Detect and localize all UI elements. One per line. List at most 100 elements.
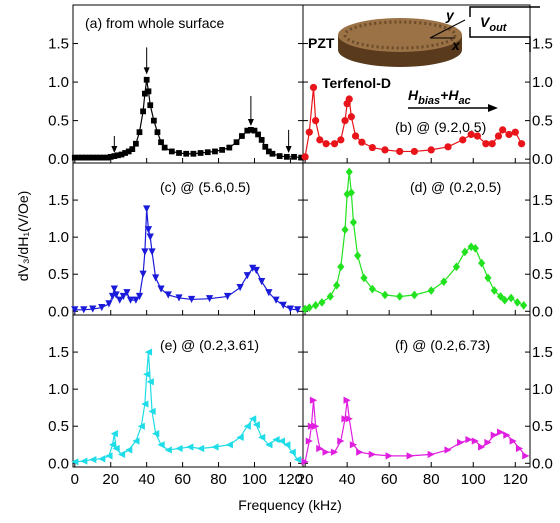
marker [112, 291, 120, 299]
marker [125, 446, 133, 454]
marker [513, 298, 521, 307]
marker [461, 247, 469, 257]
marker [286, 305, 295, 313]
marker [309, 396, 318, 404]
marker [505, 130, 513, 139]
marker [265, 441, 273, 449]
marker [187, 295, 196, 304]
vout-main: V [480, 14, 491, 30]
marker [347, 113, 355, 121]
panel-label: (d) @ (0.2,0.5) [410, 179, 501, 195]
marker [136, 129, 143, 136]
panel: 0.0 0.5 1.0 1.5 (d) @ (0.2,0.5) [301, 162, 553, 320]
marker [288, 448, 296, 456]
plots: 0.0 0.5 1.0 1.5 (a) from whole surface 0.0 0.5… [48, 4, 553, 488]
marker [244, 127, 251, 134]
y-tick-label: 1.5 [48, 192, 69, 209]
marker [337, 136, 345, 144]
x-tick-label: 120 [278, 471, 303, 488]
panel-label: (e) @ (0.2,3.61) [160, 337, 259, 353]
marker [520, 301, 528, 310]
marker [494, 132, 503, 140]
line [74, 352, 299, 463]
marker [337, 262, 345, 272]
marker [150, 117, 157, 124]
marker [345, 415, 353, 423]
marker [205, 295, 214, 303]
y-tick-label: 1.0 [48, 74, 69, 91]
marker [291, 153, 297, 160]
marker [277, 437, 286, 445]
marker [143, 205, 151, 213]
marker [146, 233, 154, 241]
x-tick-label: 120 [503, 471, 528, 488]
marker [501, 295, 509, 305]
panel: 0.0 0.5 1.0 1.5 0 20 40 60 80 100 120 (e) @ (0.2,3.… [48, 314, 304, 488]
marker [507, 293, 515, 303]
marker [467, 130, 475, 139]
marker [243, 272, 251, 280]
inset-terfenol: Terfenol-D [322, 75, 391, 91]
marker [148, 407, 156, 415]
field-h: +H [440, 87, 459, 103]
marker [349, 217, 358, 227]
marker [164, 291, 172, 299]
field-arrowhead [488, 104, 498, 112]
x-tick-label: 20 [102, 471, 119, 488]
marker [283, 153, 290, 160]
marker [211, 443, 219, 451]
inset-axis-y: y [445, 7, 455, 23]
marker [139, 270, 147, 278]
marker [82, 154, 89, 161]
marker [381, 146, 389, 154]
line [304, 400, 527, 462]
marker [258, 136, 265, 143]
arrowhead [285, 145, 292, 153]
marker [89, 305, 97, 313]
marker [157, 441, 165, 449]
marker [318, 298, 326, 307]
marker [305, 128, 313, 136]
inset: y x Vout PZT Terfenol-D Hbias+Hac [308, 6, 540, 112]
marker [515, 444, 524, 453]
x-tick-label: 80 [423, 471, 440, 488]
panel: 0.0 0.5 1.0 1.5 20 40 60 80 100 120 (f) @ (0.2,6.7… [297, 314, 553, 488]
x-tick-label: 20 [297, 471, 314, 488]
marker [312, 301, 320, 310]
y-axis-label: dV₃/dH₁(V/Oe) [15, 191, 31, 282]
marker [307, 422, 316, 430]
marker [71, 154, 78, 161]
marker [196, 444, 205, 453]
marker [312, 117, 320, 125]
cylinder-pattern [343, 20, 457, 50]
marker [137, 422, 145, 430]
marker [276, 153, 283, 159]
marker [279, 301, 287, 309]
marker [119, 292, 127, 301]
marker [122, 150, 128, 156]
marker [97, 154, 103, 161]
y-tick-label: 1.5 [532, 344, 553, 361]
marker [105, 300, 113, 308]
inset-field: Hbias+Hac [408, 87, 471, 107]
marker [440, 277, 448, 286]
marker [258, 278, 266, 286]
marker [347, 188, 355, 197]
marker [496, 428, 505, 436]
marker [396, 147, 404, 156]
marker [343, 189, 351, 199]
y-tick-label: 0.0 [48, 151, 69, 168]
marker [269, 150, 276, 157]
marker [490, 286, 498, 295]
marker [115, 152, 121, 159]
marker [503, 431, 511, 439]
y-tick-label: 0.5 [532, 418, 553, 435]
marker [262, 143, 269, 150]
y-tick-label: 0.5 [48, 266, 69, 283]
marker [381, 290, 389, 300]
marker [89, 154, 96, 161]
marker [125, 148, 132, 155]
marker [444, 446, 452, 454]
marker [265, 289, 273, 297]
marker [252, 266, 260, 275]
